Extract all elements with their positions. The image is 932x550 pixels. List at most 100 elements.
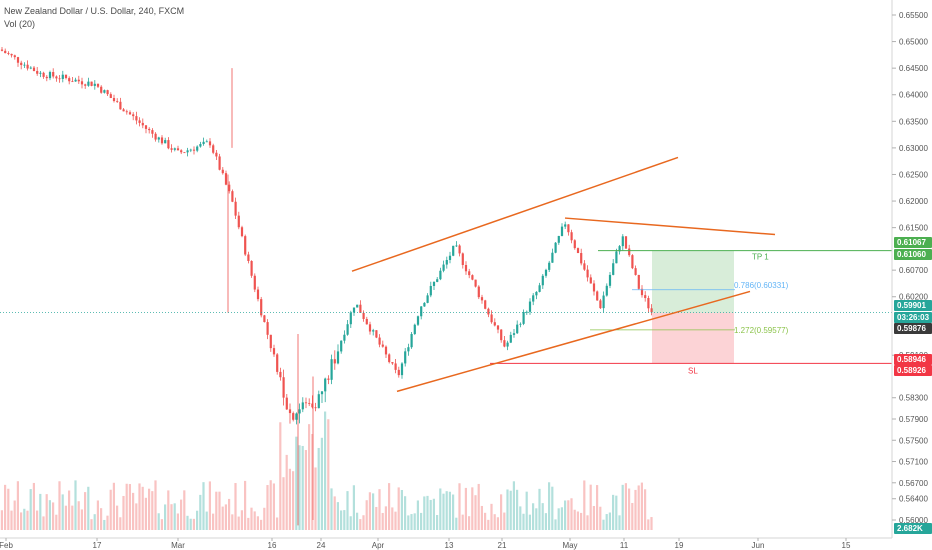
volume-bar xyxy=(564,500,567,530)
trend-drawings[interactable]: TP 1 SL 0.786(0.60331) 1.272(0.59577) xyxy=(0,156,892,393)
candle-body xyxy=(509,334,512,343)
candle-body xyxy=(516,324,519,334)
volume-bar xyxy=(260,519,263,530)
candle-body xyxy=(301,402,304,410)
volume-bar xyxy=(535,508,538,530)
volume-bar xyxy=(39,493,42,530)
volume-bar xyxy=(128,484,131,530)
candle-body xyxy=(36,70,39,74)
volume-bar xyxy=(84,492,87,530)
chart-title: New Zealand Dollar / U.S. Dollar, 240, F… xyxy=(4,6,185,16)
volume-bar xyxy=(282,477,285,530)
candle-body xyxy=(429,285,432,296)
volume-bar xyxy=(599,506,602,530)
candle-body xyxy=(560,226,564,236)
candle-body xyxy=(237,215,240,228)
volume-bar xyxy=(381,512,384,530)
volume-bar xyxy=(122,495,125,530)
candle-body xyxy=(583,263,586,270)
volume-bar xyxy=(352,485,355,530)
candle-body xyxy=(119,101,122,110)
candle-body xyxy=(173,148,176,150)
volume-bar xyxy=(103,519,106,530)
volume-bar xyxy=(192,518,195,530)
volume-bar xyxy=(36,510,39,530)
price-axis[interactable]: 0.65500 0.65000 0.64500 0.64000 0.63500 0.630… xyxy=(891,0,932,538)
candle-body xyxy=(439,270,442,280)
price-tick-label: 0.57100 xyxy=(899,458,928,467)
volume-indicator-label[interactable]: Vol (20) xyxy=(4,19,36,29)
candle-body xyxy=(125,111,128,113)
candle-body xyxy=(381,344,384,347)
volume-bar xyxy=(80,509,83,530)
candle-body xyxy=(445,259,448,265)
volume-bar xyxy=(384,506,387,530)
time-tick-label: 19 xyxy=(675,541,684,550)
candle-body xyxy=(410,333,413,348)
candle-body xyxy=(535,291,538,296)
volume-bar xyxy=(218,491,221,530)
price-tick-label: 0.62500 xyxy=(899,170,928,179)
volume-bar xyxy=(148,488,151,530)
volume-bar xyxy=(292,471,295,530)
volume-bar xyxy=(439,488,442,530)
volume-bar xyxy=(116,505,119,530)
volume-bar xyxy=(570,498,573,530)
volume-bar xyxy=(410,514,413,530)
candle-body xyxy=(138,120,141,123)
candle-body xyxy=(586,269,589,278)
volume-bar xyxy=(487,519,490,530)
candle-body xyxy=(400,363,404,376)
volume-bar xyxy=(330,488,333,530)
volume-bar xyxy=(205,511,208,530)
volume-bar xyxy=(349,516,352,530)
volume-bar xyxy=(388,483,391,530)
volume-bar xyxy=(10,510,13,530)
volume-bar xyxy=(404,496,407,530)
volume-bar xyxy=(215,491,218,530)
volume-bar xyxy=(288,468,291,530)
candle-body xyxy=(480,297,484,301)
volume-bar xyxy=(93,514,96,530)
candle-body xyxy=(16,57,20,63)
time-tick-label: 16 xyxy=(268,541,277,550)
candle-body xyxy=(525,311,528,313)
volume-bar xyxy=(87,486,90,530)
volume-bar xyxy=(7,488,10,530)
volume-bar xyxy=(548,482,551,530)
candle-body xyxy=(106,90,109,95)
volume-bar xyxy=(621,484,624,530)
candle-body xyxy=(368,324,372,332)
candle-body xyxy=(442,264,445,271)
volume-bar xyxy=(634,489,637,530)
candle-body xyxy=(426,295,429,303)
volume-bar xyxy=(503,512,506,530)
volume-bar xyxy=(544,513,547,530)
volume-bar xyxy=(583,480,586,530)
time-tick-label: 21 xyxy=(498,541,507,550)
candle-body xyxy=(215,152,218,157)
candle-body xyxy=(647,298,650,309)
candle-body xyxy=(160,137,164,144)
volume-bar xyxy=(637,485,640,530)
volume-bar xyxy=(631,502,634,530)
volume-bar xyxy=(596,485,599,530)
candle-body xyxy=(77,79,80,82)
candle-body xyxy=(327,378,330,380)
volume-bar xyxy=(436,515,439,530)
candle-body xyxy=(592,283,596,292)
time-tick-label: 13 xyxy=(445,541,454,550)
candle-body xyxy=(170,148,173,150)
volume-bar xyxy=(298,445,301,530)
volume-bar xyxy=(516,489,519,530)
time-axis[interactable]: Feb 17 Mar 16 24 Apr 13 21 May 11 19 Jun 15 xyxy=(0,537,892,550)
volume-bar xyxy=(375,506,378,530)
candle-body xyxy=(13,55,16,58)
candle-body xyxy=(375,330,378,338)
volume-bar xyxy=(304,450,307,530)
price-label-text: 03:26:03 xyxy=(897,313,930,322)
volume-bar xyxy=(279,422,282,530)
volume-bar xyxy=(468,516,471,530)
volume-bar xyxy=(16,481,19,530)
